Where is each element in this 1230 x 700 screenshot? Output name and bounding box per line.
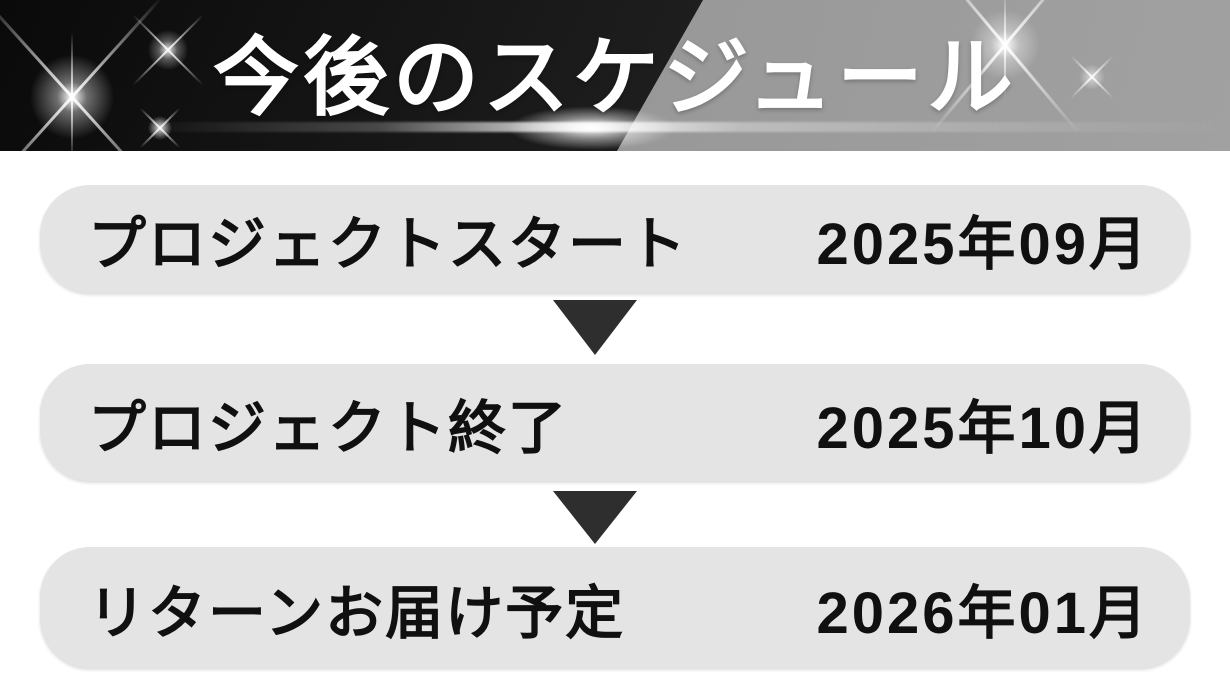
schedule-item-date: 2026年01月 [816,580,1150,646]
down-arrow-icon [553,300,637,355]
schedule-item-label: リターンお届け予定 [88,580,626,646]
schedule-item-date: 2025年10月 [816,395,1150,461]
schedule-item-date: 2025年09月 [816,212,1150,277]
schedule-item: リターンお届け予定 2026年01月 [40,547,1190,668]
schedule-item-label: プロジェクト終了 [88,395,569,461]
page-title: 今後のスケジュール [213,30,1017,126]
header-banner: 今後のスケジュール [0,0,1230,151]
schedule-item: プロジェクトスタート 2025年09月 [40,185,1190,293]
down-arrow-icon [553,491,637,544]
schedule-item-label: プロジェクトスタート [88,212,689,277]
light-streak [140,122,1230,132]
schedule-item: プロジェクト終了 2025年10月 [40,364,1190,481]
